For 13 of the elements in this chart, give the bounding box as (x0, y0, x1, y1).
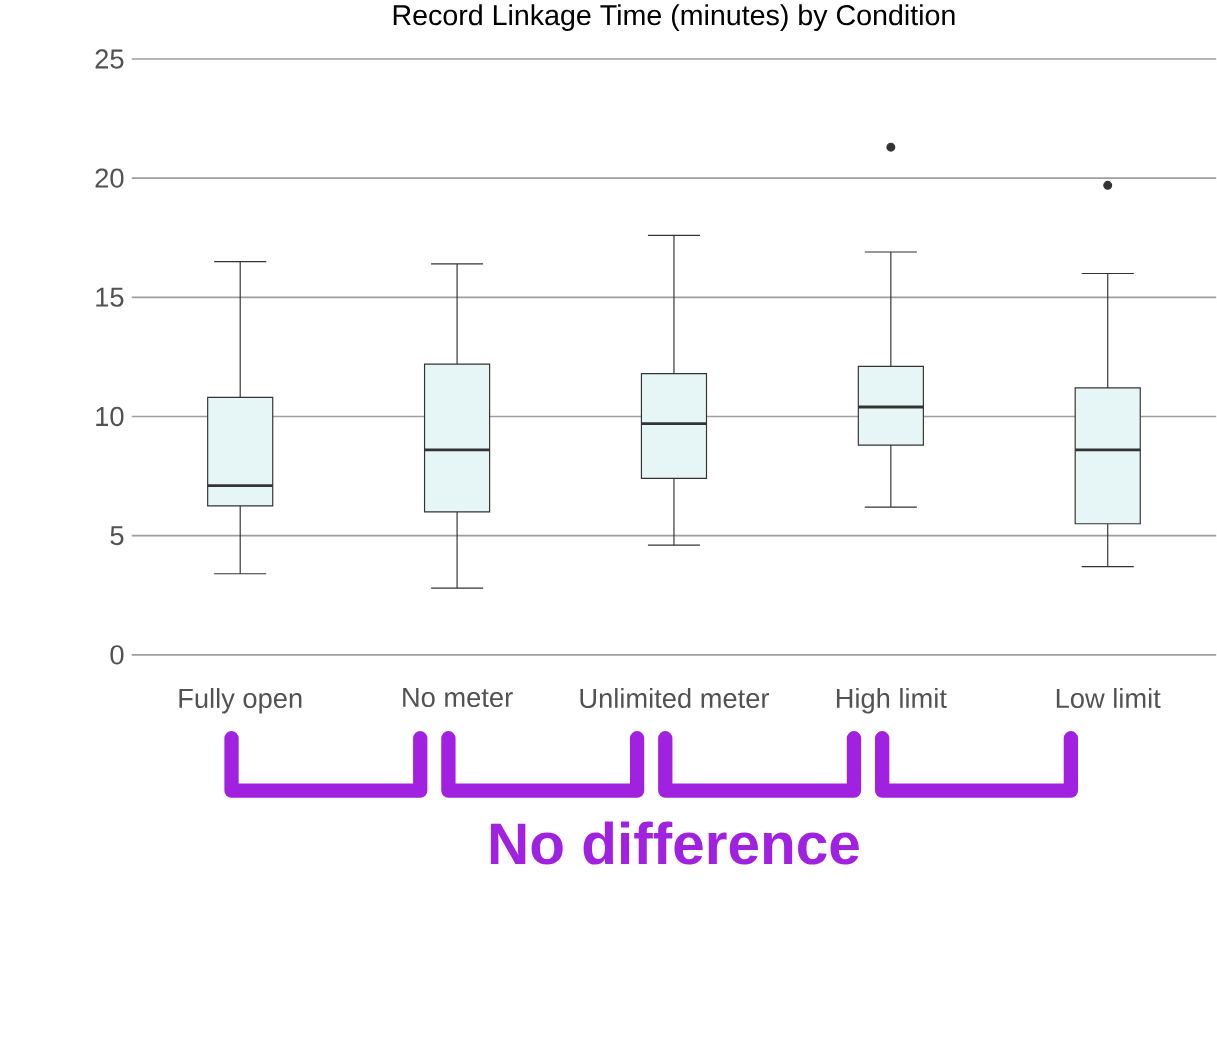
y-tick-label: 15 (96, 287, 124, 307)
y-tick-label: 0 (110, 645, 124, 665)
y-tick-label: 10 (96, 406, 124, 427)
x-tick-label: High limit (836, 688, 947, 714)
chart-title: Record Linkage Time (minutes) by Condition (393, 4, 955, 32)
x-tick-label: Low limit (1056, 688, 1161, 709)
y-tick-label: 5 (110, 526, 124, 546)
x-tick-label: Fully open (179, 688, 302, 714)
y-tick-label: 25 (95, 49, 124, 69)
x-tick-label: Unlimited meter (580, 688, 770, 709)
text: No difference (490, 821, 859, 865)
x-tick-label: No meter (403, 688, 513, 708)
y-tick-label: 20 (95, 168, 124, 188)
